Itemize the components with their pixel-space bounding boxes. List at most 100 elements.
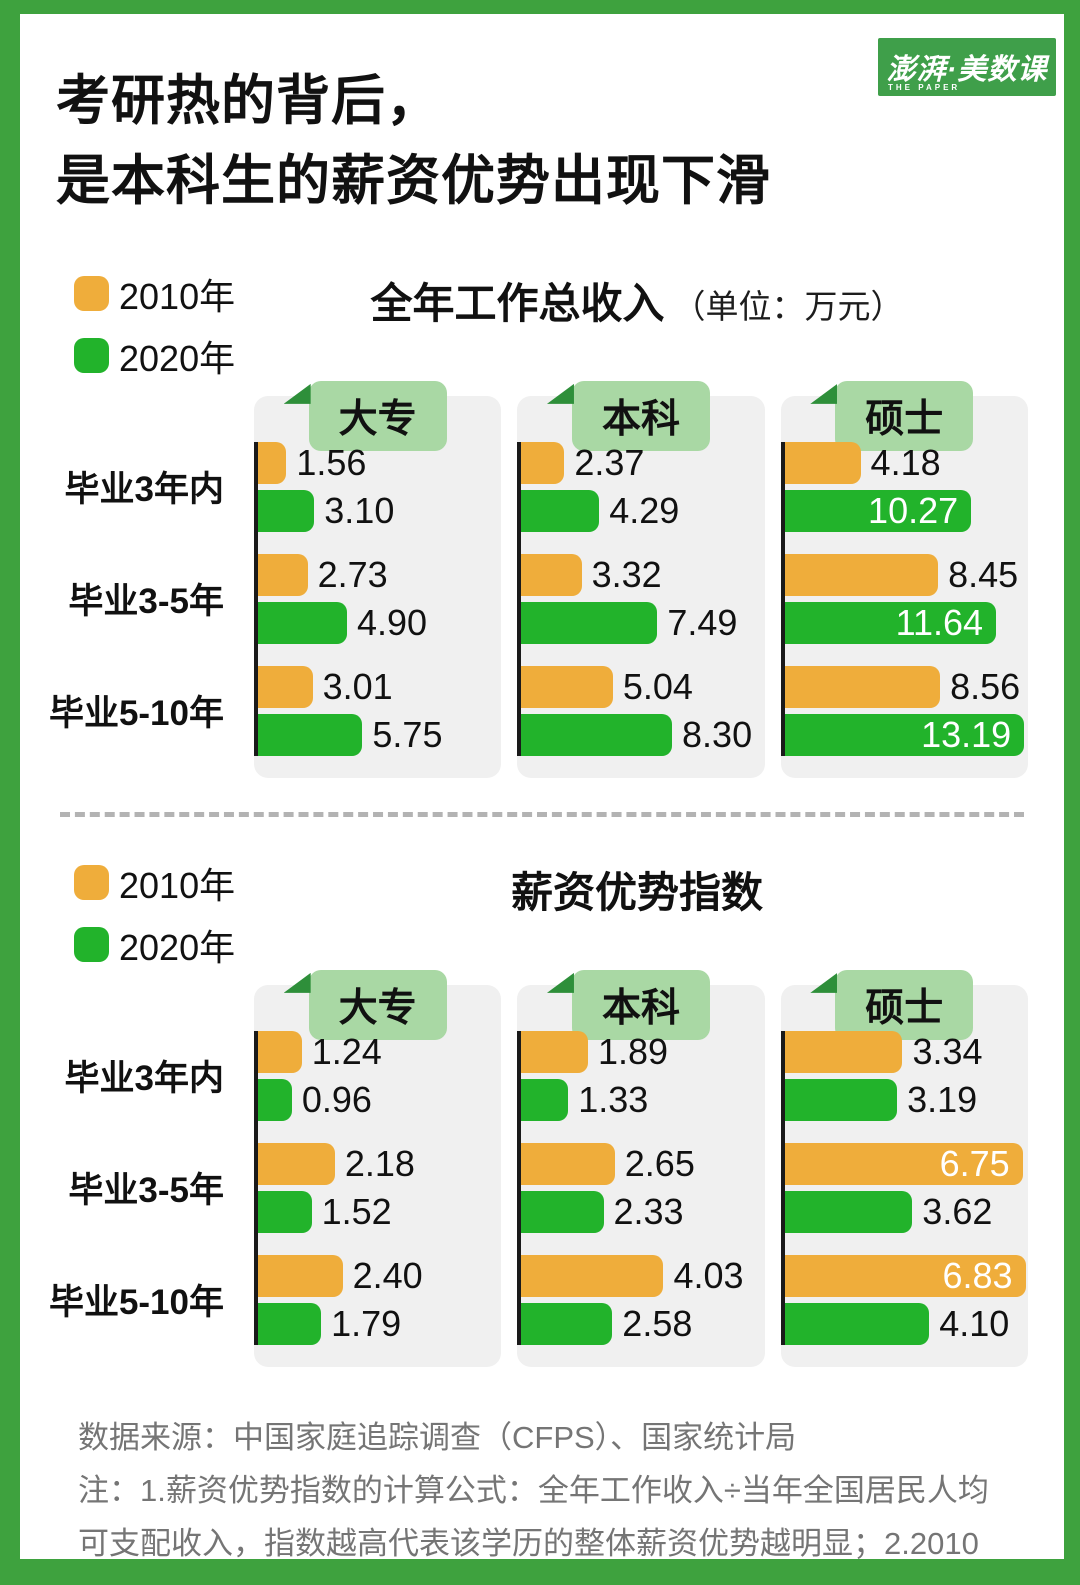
bar-2010年 bbox=[784, 665, 941, 708]
bar-value: 2.58 bbox=[622, 1302, 693, 1344]
bar-value: 13.19 bbox=[921, 713, 1012, 755]
bar-2020年 bbox=[258, 601, 347, 644]
chart-title-text: 全年工作总收入 bbox=[370, 279, 665, 327]
bar-row: 8.56 bbox=[784, 665, 1028, 708]
poster-content: 考研热的背后， 是本科生的薪资优势出现下滑 澎湃·美数课 THE PAPER 20… bbox=[20, 14, 1064, 1562]
bar-row: 10.27 bbox=[784, 489, 1028, 532]
legend-swatch bbox=[74, 927, 109, 963]
bar-value: 11.64 bbox=[895, 601, 984, 643]
bar-value: 8.30 bbox=[682, 713, 753, 755]
bar-value: 3.62 bbox=[922, 1190, 993, 1232]
bar-row: 2.40 bbox=[258, 1254, 501, 1297]
group-tab: 本科 bbox=[571, 969, 710, 1040]
chart-panel-大专: 大专 1.24 0.96 2.18 1.52 2.40 1.79 bbox=[254, 969, 502, 1367]
legend-item-2020年: 2020年 bbox=[74, 919, 235, 971]
bar-pair: 8.45 11.64 bbox=[784, 553, 1028, 644]
bar-row: 4.03 bbox=[521, 1254, 764, 1297]
notes-line: 注：1.薪资优势指数的计算公式：全年工作收入÷当年全国居民人均可支配收入，指数越… bbox=[78, 1473, 989, 1562]
bar-value: 0.96 bbox=[301, 1078, 372, 1120]
bar-row: 1.52 bbox=[258, 1190, 501, 1233]
bar-2010年: 6.83 bbox=[784, 1254, 1026, 1297]
chart-panel-硕士: 硕士 4.18 10.27 8.45 11.64 8.56 13.19 bbox=[780, 380, 1028, 778]
chart-grid: 毕业3年内 毕业3-5年 毕业5-10年 大专 1.24 0.96 2.18 1.52 2.40… bbox=[48, 969, 1028, 1367]
chart-title-unit: （单位：万元） bbox=[672, 287, 904, 325]
brand-logo-subtext: THE PAPER bbox=[888, 83, 961, 92]
bar-2010年 bbox=[521, 665, 613, 708]
row-label: 毕业3-5年 bbox=[68, 1171, 224, 1211]
chart-title-text: 薪资优势指数 bbox=[510, 868, 763, 916]
bar-2020年 bbox=[258, 713, 363, 756]
bar-2010年 bbox=[258, 665, 313, 708]
bar-value: 4.18 bbox=[870, 441, 941, 483]
bar-pair: 8.56 13.19 bbox=[784, 665, 1028, 756]
salary-index-chart-section: 2010年 2020年 薪资优势指数 毕业3年内 毕业3-5年 毕业5-10年 大专 1.24… bbox=[48, 857, 1028, 1367]
bar-2010年 bbox=[521, 553, 582, 596]
bar-2010年 bbox=[784, 1030, 903, 1073]
bar-pair: 3.32 7.49 bbox=[521, 553, 764, 644]
section-divider bbox=[60, 811, 1024, 817]
group-tab: 硕士 bbox=[835, 380, 974, 451]
bars-area: 1.89 1.33 2.65 2.33 4.03 2.58 bbox=[517, 1030, 764, 1345]
bar-row: 3.01 bbox=[258, 665, 501, 708]
bar-row: 11.64 bbox=[784, 601, 1028, 644]
legend-item-2010年: 2010年 bbox=[74, 857, 235, 909]
bar-value: 2.37 bbox=[574, 441, 645, 483]
chart-panel-大专: 大专 1.56 3.10 2.73 4.90 3.01 5.75 bbox=[254, 380, 502, 778]
bar-2010年 bbox=[521, 1142, 615, 1185]
bar-row: 6.75 bbox=[784, 1142, 1028, 1185]
page-title-line2: 是本科生的薪资优势出现下滑 bbox=[56, 150, 771, 211]
bar-row: 1.24 bbox=[258, 1030, 501, 1073]
bar-value: 3.10 bbox=[324, 489, 395, 531]
chart-panel-本科: 本科 1.89 1.33 2.65 2.33 4.03 2.58 bbox=[517, 969, 765, 1367]
bar-value: 6.83 bbox=[942, 1254, 1013, 1296]
chart-panel-硕士: 硕士 3.34 3.19 6.75 3.62 6.83 4.10 bbox=[780, 969, 1028, 1367]
bar-row: 2.65 bbox=[521, 1142, 764, 1185]
row-label: 毕业3-5年 bbox=[68, 582, 224, 622]
bar-value: 2.33 bbox=[613, 1190, 684, 1232]
row-label: 毕业3年内 bbox=[64, 470, 224, 510]
bar-pair: 5.04 8.30 bbox=[521, 665, 764, 756]
bar-row: 13.19 bbox=[784, 713, 1028, 756]
income-chart-section: 2010年 2020年 全年工作总收入 （单位：万元） 毕业3年内 毕业3-5年 毕业5-1… bbox=[49, 268, 1028, 778]
chart-title: 全年工作总收入 （单位：万元） bbox=[56, 268, 1028, 331]
chart-title: 薪资优势指数 bbox=[56, 857, 1028, 920]
bar-value: 3.32 bbox=[591, 553, 662, 595]
bar-pair: 1.24 0.96 bbox=[258, 1030, 501, 1121]
bar-row: 5.75 bbox=[258, 713, 501, 756]
bar-2020年 bbox=[521, 1190, 604, 1233]
section-head: 2010年 2020年 薪资优势指数 bbox=[56, 857, 1028, 968]
legend-label: 2010年 bbox=[119, 864, 236, 906]
bar-value: 1.89 bbox=[597, 1030, 669, 1072]
group-tab: 大专 bbox=[308, 380, 447, 451]
legend-swatch bbox=[74, 276, 109, 312]
bar-2020年: 11.64 bbox=[784, 601, 997, 644]
bar-value: 3.34 bbox=[912, 1030, 983, 1072]
bar-value: 6.75 bbox=[939, 1142, 1010, 1184]
bar-2020年 bbox=[521, 1078, 569, 1121]
bar-2020年: 13.19 bbox=[784, 713, 1025, 756]
bar-row: 7.49 bbox=[521, 601, 764, 644]
bar-value: 2.65 bbox=[624, 1142, 695, 1184]
bar-row: 3.62 bbox=[784, 1190, 1028, 1233]
bars-area: 1.24 0.96 2.18 1.52 2.40 1.79 bbox=[254, 1030, 501, 1345]
bar-2020年 bbox=[521, 601, 658, 644]
bar-pair: 2.37 4.29 bbox=[521, 441, 764, 532]
bar-value: 4.10 bbox=[939, 1302, 1010, 1344]
bar-row: 2.37 bbox=[521, 441, 764, 484]
bar-row: 1.56 bbox=[258, 441, 501, 484]
bar-pair: 3.01 5.75 bbox=[258, 665, 501, 756]
row-label: 毕业5-10年 bbox=[48, 1283, 224, 1323]
bar-row: 4.10 bbox=[784, 1302, 1028, 1345]
bar-pair: 2.40 1.79 bbox=[258, 1254, 501, 1345]
bar-pair: 4.03 2.58 bbox=[521, 1254, 764, 1345]
bar-value: 1.24 bbox=[311, 1030, 382, 1072]
bar-value: 4.90 bbox=[356, 601, 428, 643]
bar-row: 2.33 bbox=[521, 1190, 764, 1233]
legend: 2010年 2020年 bbox=[74, 857, 235, 971]
bar-value: 3.01 bbox=[322, 665, 393, 707]
bars-area: 4.18 10.27 8.45 11.64 8.56 13.19 bbox=[780, 441, 1028, 756]
bar-row: 2.18 bbox=[258, 1142, 501, 1185]
bar-2020年 bbox=[258, 489, 315, 532]
bar-pair: 6.83 4.10 bbox=[784, 1254, 1028, 1345]
